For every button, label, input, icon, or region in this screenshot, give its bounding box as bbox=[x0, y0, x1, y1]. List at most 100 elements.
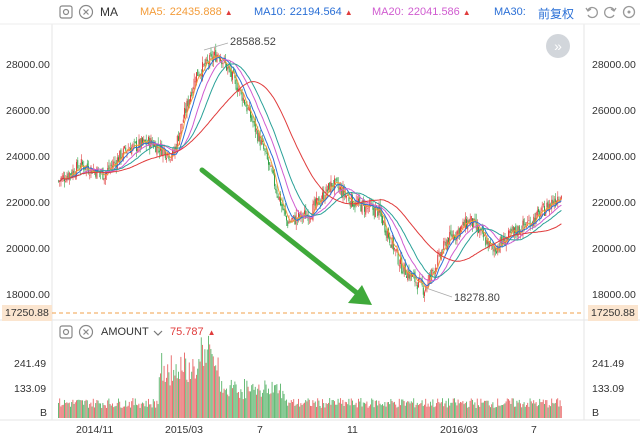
volume-bar bbox=[180, 356, 182, 418]
volume-bar bbox=[240, 389, 242, 418]
redo-icon[interactable] bbox=[602, 4, 618, 20]
volume-bar bbox=[110, 405, 112, 418]
candle-body bbox=[89, 174, 91, 176]
volume-bar bbox=[119, 401, 121, 418]
volume-bar bbox=[108, 398, 110, 418]
chevron-down-icon[interactable] bbox=[153, 329, 163, 337]
up-arrow-icon: ▲ bbox=[224, 8, 233, 17]
candle-body bbox=[142, 137, 143, 144]
volume-bar bbox=[268, 388, 269, 418]
candle-body bbox=[461, 225, 463, 230]
volume-bar bbox=[220, 391, 221, 418]
candle-body bbox=[280, 193, 281, 206]
candle-body bbox=[136, 140, 137, 152]
volume-bar bbox=[79, 400, 81, 418]
candle-body bbox=[542, 204, 544, 206]
candle-body bbox=[242, 97, 244, 101]
volume-bar bbox=[364, 402, 365, 418]
volume-bar bbox=[325, 403, 327, 418]
volume-bar bbox=[102, 402, 104, 418]
volume-bar bbox=[474, 402, 476, 418]
volume-bar bbox=[284, 400, 286, 418]
candle-body bbox=[206, 59, 208, 62]
amount-label[interactable]: AMOUNT bbox=[101, 326, 149, 338]
ma30-readout: MA30: bbox=[494, 6, 526, 18]
volume-bar bbox=[338, 402, 340, 418]
candle-body bbox=[304, 210, 305, 214]
candle-body bbox=[125, 147, 127, 151]
trend-arrow bbox=[199, 167, 372, 305]
candle-body bbox=[132, 143, 134, 147]
volume-bar bbox=[434, 406, 436, 418]
indicator-label[interactable]: MA bbox=[100, 5, 118, 19]
candle-body bbox=[505, 241, 507, 246]
volume-bar bbox=[307, 398, 309, 418]
candle-body bbox=[559, 200, 561, 202]
adjust-button[interactable]: 前复权 bbox=[538, 7, 575, 21]
candle-body bbox=[361, 200, 363, 214]
volume-bar bbox=[462, 401, 464, 418]
volume-bar bbox=[413, 398, 415, 418]
ma5-readout: MA5: 22435.888 ▲ bbox=[140, 6, 233, 18]
volume-bar bbox=[266, 393, 268, 418]
volume-bar bbox=[202, 344, 203, 418]
y-label-left: 26000.00 bbox=[6, 105, 50, 117]
volume-bar bbox=[121, 407, 123, 418]
volume-bar bbox=[308, 399, 310, 418]
volume-bar bbox=[506, 398, 508, 418]
volume-bar bbox=[227, 394, 229, 418]
candle-body bbox=[406, 276, 407, 278]
y-label-right: 28000.00 bbox=[592, 59, 636, 71]
low-leader-line bbox=[425, 287, 453, 298]
candle-body bbox=[432, 269, 434, 272]
candle-body bbox=[558, 199, 560, 201]
gear-icon[interactable] bbox=[58, 324, 74, 340]
volume-bar bbox=[276, 384, 278, 418]
volume-bar bbox=[335, 404, 337, 418]
volume-bar bbox=[132, 398, 134, 418]
volume-bar bbox=[492, 402, 494, 418]
volume-bar bbox=[162, 380, 164, 418]
x-label: 2016/03 bbox=[440, 424, 478, 436]
candle-body bbox=[482, 228, 484, 238]
expand-button[interactable]: » bbox=[546, 34, 570, 58]
candle-body bbox=[264, 148, 266, 151]
volume-bar bbox=[547, 407, 549, 418]
candle-body bbox=[438, 251, 440, 255]
volume-bar bbox=[142, 402, 143, 418]
candle-body bbox=[340, 187, 341, 190]
candle-body bbox=[480, 229, 482, 231]
volume-bar bbox=[551, 398, 553, 418]
volume-bar bbox=[242, 399, 244, 418]
volume-bar bbox=[120, 407, 122, 418]
volume-bar bbox=[178, 371, 179, 418]
volume-bar bbox=[160, 373, 161, 418]
volume-bar bbox=[457, 399, 459, 418]
volume-bar bbox=[196, 374, 197, 418]
candle-body bbox=[450, 230, 452, 235]
close-icon[interactable] bbox=[78, 324, 94, 340]
candle-body bbox=[193, 78, 195, 89]
candle-body bbox=[318, 196, 320, 205]
candle-body bbox=[170, 157, 172, 159]
reset-icon[interactable] bbox=[621, 4, 637, 20]
close-icon[interactable] bbox=[78, 4, 94, 20]
candle-body bbox=[527, 221, 529, 224]
ma20-name: MA20: bbox=[372, 6, 404, 18]
gear-icon[interactable] bbox=[58, 4, 74, 20]
volume-bar bbox=[275, 384, 277, 418]
volume-bar bbox=[109, 404, 111, 418]
volume-bar bbox=[523, 402, 525, 418]
candle-body bbox=[114, 161, 116, 163]
candle-body bbox=[313, 201, 315, 205]
candle-body bbox=[205, 58, 207, 64]
y-label-left: 24000.00 bbox=[6, 151, 50, 163]
candle-body bbox=[488, 241, 490, 247]
volume-bar bbox=[532, 403, 533, 418]
undo-icon[interactable] bbox=[584, 4, 600, 20]
volume-bar bbox=[337, 398, 339, 418]
volume-bar bbox=[336, 404, 338, 418]
y-label-right: 20000.00 bbox=[592, 243, 636, 255]
candle-body bbox=[158, 150, 160, 153]
